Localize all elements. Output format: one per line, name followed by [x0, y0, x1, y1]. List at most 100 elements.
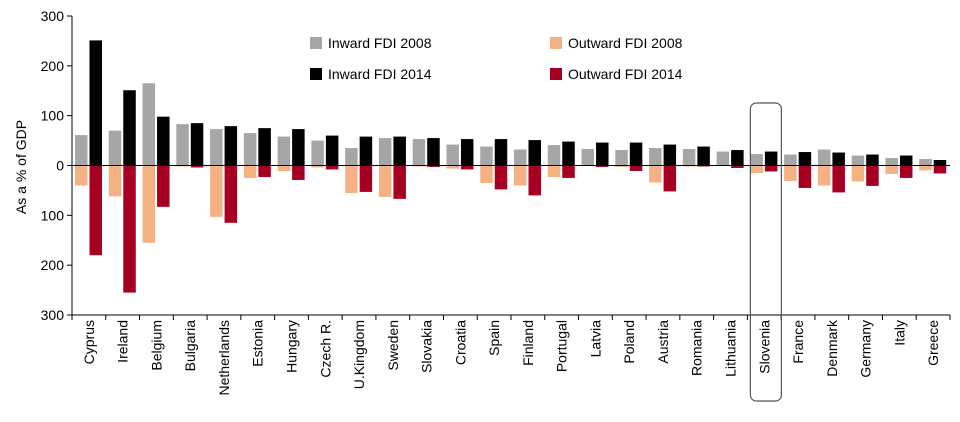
bar: [885, 158, 898, 166]
bar: [494, 139, 508, 166]
bar: [784, 154, 797, 166]
bar: [663, 165, 677, 192]
bar: [325, 135, 339, 166]
bar: [832, 165, 845, 193]
bar: [176, 124, 189, 166]
category-label: Hungary: [284, 320, 300, 373]
bar: [258, 128, 271, 166]
category-label: Greece: [925, 320, 941, 366]
y-axis-ticks: 300 200 100 0 100 200 300: [41, 8, 72, 323]
bar: [277, 165, 291, 171]
category-label: Austria: [655, 320, 671, 364]
bar: [562, 141, 575, 166]
bar: [798, 165, 812, 188]
bar: [190, 123, 204, 166]
bar: [345, 165, 358, 193]
bar: [142, 83, 156, 166]
bar: [514, 149, 527, 166]
bar: [359, 165, 373, 192]
bar: [562, 165, 575, 178]
bar: [899, 165, 913, 178]
bar: [885, 165, 898, 174]
bar: [108, 165, 122, 197]
bars-group: [75, 40, 947, 293]
bar: [731, 165, 744, 168]
bar: [378, 138, 392, 166]
bar: [514, 165, 527, 186]
category-label: Lithuania: [723, 320, 739, 377]
bar: [866, 165, 879, 186]
category-label: France: [790, 320, 806, 364]
bar: [292, 129, 305, 166]
bar: [393, 165, 406, 199]
bar: [210, 165, 223, 217]
axes-group: [71, 16, 951, 320]
bar: [311, 165, 324, 168]
category-label: Denmark: [824, 319, 840, 377]
y-tick-label: 200: [41, 58, 65, 74]
category-label: Sweden: [385, 320, 401, 371]
y-tick-label: 0: [56, 158, 64, 174]
bar: [427, 165, 440, 167]
y-tick-label: 100: [41, 207, 65, 223]
y-tick-label: 300: [41, 8, 65, 24]
bar: [697, 146, 710, 166]
y-tick-label: 100: [41, 108, 65, 124]
bar: [190, 165, 204, 168]
highlight-box: [749, 102, 782, 402]
bar: [292, 165, 305, 180]
category-label: Poland: [621, 320, 637, 364]
bar: [581, 149, 595, 166]
category-label: Slovakia: [419, 320, 435, 373]
category-label: Ireland: [115, 320, 131, 363]
bar: [378, 165, 392, 197]
category-label: Bulgaria: [182, 320, 198, 372]
category-label: Portugal: [554, 320, 570, 372]
bar: [345, 148, 358, 166]
bar: [311, 140, 324, 166]
category-labels: Cyprus Ireland Belgium Bulgaria Netherlands E…: [81, 319, 941, 395]
bar: [750, 154, 763, 166]
bar: [649, 148, 662, 166]
y-tick-label: 300: [41, 307, 65, 323]
bar: [243, 165, 257, 178]
bar: [629, 165, 643, 171]
bar: [899, 155, 913, 166]
legend-label: Inward FDI 2008: [328, 35, 432, 51]
bar: [933, 165, 947, 174]
legend: Inward FDI 2008 Outward FDI 2008 Inward FD…: [310, 35, 683, 82]
bar: [919, 165, 932, 171]
bar: [480, 146, 493, 166]
bar: [615, 150, 628, 166]
category-label: Romania: [689, 320, 705, 376]
legend-swatch: [310, 68, 322, 80]
bar: [446, 144, 459, 166]
category-label: Spain: [486, 320, 502, 356]
bar: [649, 165, 662, 183]
bar: [596, 142, 609, 166]
bar: [798, 152, 812, 166]
y-tick-label: 200: [41, 257, 65, 273]
bar: [528, 140, 541, 166]
category-label: Croatia: [452, 320, 468, 365]
legend-swatch: [550, 37, 562, 49]
bar: [784, 165, 797, 181]
legend-label: Outward FDI 2008: [568, 35, 683, 51]
bar: [224, 126, 238, 166]
bar: [494, 165, 508, 190]
bar: [224, 165, 238, 223]
bar: [142, 165, 156, 243]
bar: [596, 165, 609, 167]
bar: [731, 150, 744, 166]
legend-label: Outward FDI 2014: [568, 66, 683, 82]
bar: [547, 165, 561, 177]
bar: [832, 152, 845, 166]
bar: [663, 144, 677, 166]
category-label: Slovenia: [756, 320, 772, 374]
bar: [210, 129, 223, 166]
bar: [480, 165, 493, 183]
bar: [460, 139, 474, 166]
bar: [817, 149, 831, 166]
bar: [157, 165, 170, 207]
bar: [75, 135, 88, 166]
